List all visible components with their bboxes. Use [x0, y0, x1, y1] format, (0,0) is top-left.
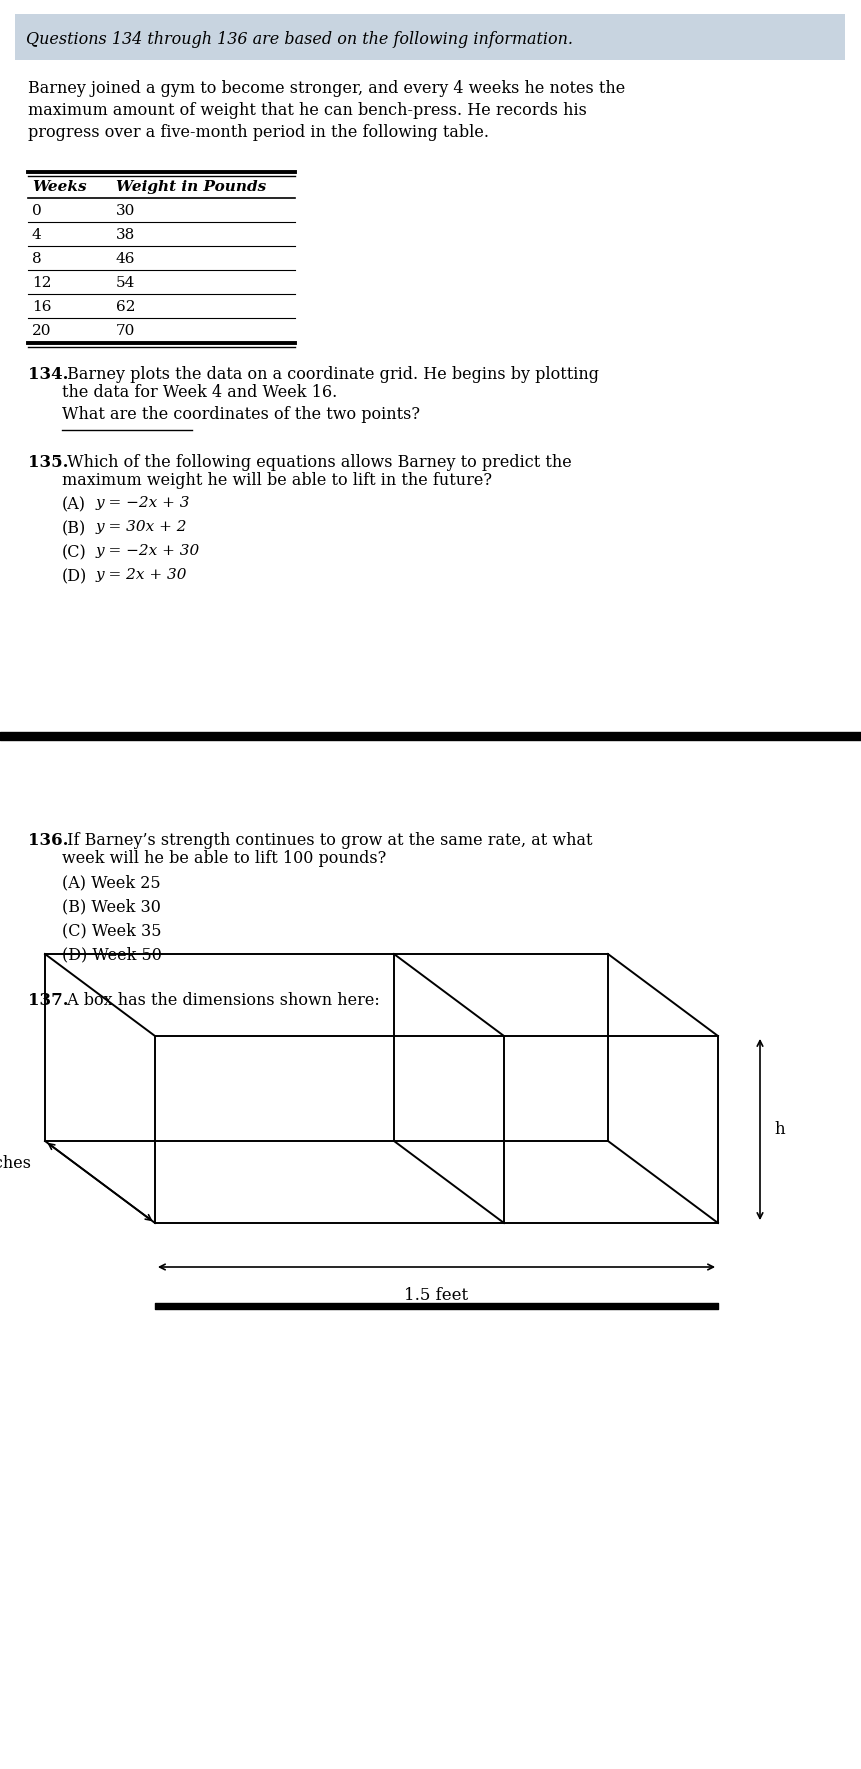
Text: 135.: 135.	[28, 455, 69, 471]
Text: 4: 4	[32, 228, 41, 242]
Bar	[15, 14, 845, 60]
Text: y = 2x + 30: y = 2x + 30	[96, 568, 188, 582]
Text: week will he be able to lift 100 pounds?: week will he be able to lift 100 pounds?	[62, 849, 387, 867]
Text: (B) Week 30: (B) Week 30	[62, 899, 161, 915]
Text: If Barney’s strength continues to grow at the same rate, at what: If Barney’s strength continues to grow a…	[62, 831, 592, 849]
Text: Barney plots the data on a coordinate grid. He begins by plotting: Barney plots the data on a coordinate gr…	[62, 366, 599, 384]
Text: A box has the dimensions shown here:: A box has the dimensions shown here:	[62, 992, 380, 1008]
Text: 137.: 137.	[28, 992, 69, 1008]
Text: 0: 0	[32, 203, 41, 218]
Text: 8 inches: 8 inches	[0, 1155, 31, 1173]
Text: h: h	[774, 1120, 784, 1137]
Text: 1.5 feet: 1.5 feet	[405, 1288, 468, 1304]
Text: 16: 16	[32, 301, 52, 315]
Text: y = −2x + 30: y = −2x + 30	[96, 545, 201, 557]
Text: (B): (B)	[62, 520, 86, 538]
Text: Barney joined a gym to become stronger, and every 4 weeks he notes the
maximum a: Barney joined a gym to become stronger, …	[28, 80, 625, 142]
Text: 20: 20	[32, 324, 52, 338]
Text: 134.: 134.	[28, 366, 69, 384]
Text: 62: 62	[116, 301, 135, 315]
Text: (D) Week 50: (D) Week 50	[62, 946, 162, 962]
Text: Questions 134 through 136 are based on the following information.: Questions 134 through 136 are based on t…	[26, 30, 573, 48]
Text: the data for Week 4 and Week 16.: the data for Week 4 and Week 16.	[62, 384, 338, 402]
Text: 8: 8	[32, 251, 41, 265]
Text: (C): (C)	[62, 545, 87, 561]
Text: 70: 70	[116, 324, 135, 338]
Text: Weight in Pounds: Weight in Pounds	[116, 180, 266, 195]
Text: (C) Week 35: (C) Week 35	[62, 922, 162, 939]
Text: (A) Week 25: (A) Week 25	[62, 874, 161, 892]
Text: 136.: 136.	[28, 831, 69, 849]
Text: y = 30x + 2: y = 30x + 2	[96, 520, 188, 534]
Text: What are the coordinates of the two points?: What are the coordinates of the two poin…	[62, 407, 420, 423]
Text: Which of the following equations allows Barney to predict the: Which of the following equations allows …	[62, 455, 572, 471]
Text: 46: 46	[116, 251, 135, 265]
Text: maximum weight he will be able to lift in the future?: maximum weight he will be able to lift i…	[62, 472, 492, 488]
Text: (D): (D)	[62, 568, 87, 586]
Text: y = −2x + 3: y = −2x + 3	[96, 495, 190, 509]
Text: 30: 30	[116, 203, 135, 218]
Text: (A): (A)	[62, 495, 86, 513]
Text: 54: 54	[116, 276, 135, 290]
Text: 38: 38	[116, 228, 135, 242]
Text: Weeks: Weeks	[32, 180, 87, 195]
Text: 12: 12	[32, 276, 52, 290]
